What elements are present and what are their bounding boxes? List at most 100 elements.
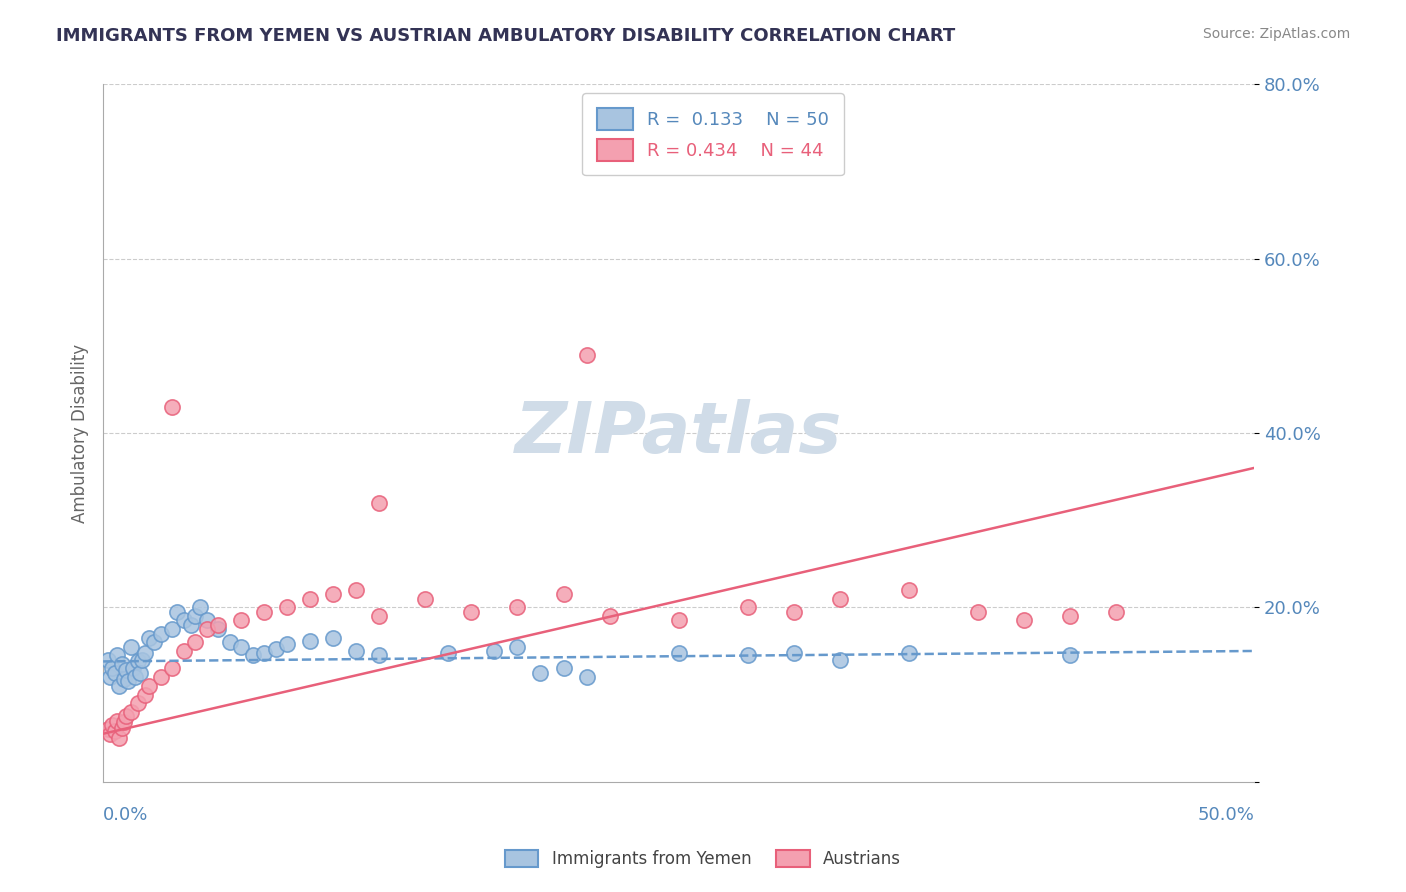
Point [1105,605,1128,619]
Point [253,605,276,619]
Point [98,670,121,684]
Point [253,646,276,660]
Point [195,614,218,628]
Point [783,646,806,660]
Point [575,670,598,684]
Point [344,644,367,658]
Point [897,646,920,660]
Point [104,724,127,739]
Point [460,605,482,619]
Point [759,147,782,161]
Point [108,731,131,745]
Point [668,646,690,660]
Point [218,635,240,649]
Point [231,614,253,628]
Point [195,622,218,636]
Point [506,600,529,615]
Point [138,679,160,693]
Point [231,640,253,654]
Point [173,644,195,658]
Point [207,617,229,632]
Point [134,688,156,702]
Point [115,709,138,723]
Legend: R =  0.133    N = 50, R = 0.434    N = 44: R = 0.133 N = 50, R = 0.434 N = 44 [582,94,844,176]
Point [101,718,124,732]
Point [112,672,135,686]
Point [299,633,322,648]
Point [264,642,287,657]
Point [828,653,851,667]
Point [484,644,506,658]
Point [160,622,183,636]
Point [966,605,988,619]
Point [276,637,298,651]
Point [120,640,142,654]
Point [529,665,551,680]
Point [149,670,172,684]
Point [101,661,124,675]
Point [344,582,367,597]
Text: IMMIGRANTS FROM YEMEN VS AUSTRIAN AMBULATORY DISABILITY CORRELATION CHART: IMMIGRANTS FROM YEMEN VS AUSTRIAN AMBULA… [56,27,956,45]
Point [160,661,183,675]
Point [160,400,183,414]
Point [149,626,172,640]
Point [1012,614,1035,628]
Point [110,657,132,671]
Point [299,591,322,606]
Point [180,617,202,632]
Text: ZIPatlas: ZIPatlas [515,399,842,467]
Point [368,609,391,624]
Text: 0.0%: 0.0% [103,806,149,824]
Point [124,670,146,684]
Point [97,723,120,737]
Point [122,661,145,675]
Point [117,674,139,689]
Point [127,696,149,710]
Point [553,587,575,601]
Point [127,655,149,669]
Point [108,679,131,693]
Point [506,640,529,654]
Point [599,609,621,624]
Point [575,348,598,362]
Point [184,635,207,649]
Point [368,648,391,663]
Point [322,587,344,601]
Point [368,496,391,510]
Point [131,653,153,667]
Point [1059,648,1081,663]
Point [98,727,121,741]
Legend: Immigrants from Yemen, Austrians: Immigrants from Yemen, Austrians [498,843,908,875]
Point [437,646,460,660]
Point [184,609,207,624]
Y-axis label: Ambulatory Disability: Ambulatory Disability [72,343,89,523]
Point [188,600,211,615]
Point [668,614,690,628]
Point [166,605,188,619]
Point [138,631,160,645]
Point [207,622,229,636]
Text: 50.0%: 50.0% [1198,806,1254,824]
Point [134,646,156,660]
Point [828,591,851,606]
Point [897,582,920,597]
Point [97,653,120,667]
Point [415,591,437,606]
Point [173,614,195,628]
Point [110,721,132,735]
Point [1059,609,1081,624]
Point [142,635,165,649]
Point [115,663,138,677]
Point [129,665,152,680]
Point [737,648,759,663]
Point [104,665,127,680]
Point [105,714,128,728]
Point [120,705,142,719]
Point [322,631,344,645]
Text: Source: ZipAtlas.com: Source: ZipAtlas.com [1202,27,1350,41]
Point [276,600,298,615]
Point [553,661,575,675]
Point [737,600,759,615]
Point [783,605,806,619]
Point [112,715,135,730]
